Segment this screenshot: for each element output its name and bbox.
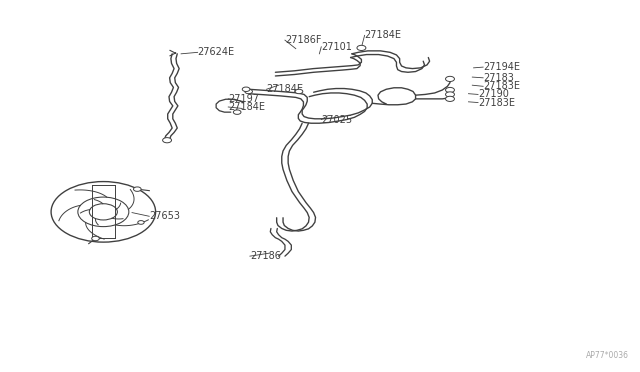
Circle shape [134, 187, 141, 191]
Circle shape [243, 87, 250, 92]
Text: 27184E: 27184E [228, 102, 265, 112]
Circle shape [357, 45, 366, 51]
Circle shape [295, 89, 303, 94]
Text: 27197: 27197 [228, 94, 259, 104]
Circle shape [445, 76, 454, 81]
Circle shape [445, 92, 454, 97]
Text: 27194E: 27194E [483, 62, 520, 72]
Circle shape [445, 96, 454, 102]
Text: 27190: 27190 [478, 89, 509, 99]
Text: 27186: 27186 [250, 251, 281, 261]
Text: 27653: 27653 [149, 211, 180, 221]
Text: 27025: 27025 [321, 115, 353, 125]
Circle shape [163, 138, 172, 143]
Text: 27183E: 27183E [483, 81, 520, 91]
Text: 27183E: 27183E [478, 97, 515, 108]
Text: 27101: 27101 [321, 42, 352, 52]
Text: AP77*0036: AP77*0036 [586, 351, 629, 360]
Circle shape [245, 89, 252, 94]
Circle shape [445, 87, 454, 93]
Circle shape [138, 221, 144, 224]
Text: 27183: 27183 [483, 73, 514, 83]
Text: 27184E: 27184E [266, 84, 303, 94]
Text: 27184E: 27184E [365, 31, 402, 40]
Text: 27186F: 27186F [285, 35, 321, 45]
Circle shape [234, 110, 241, 114]
Circle shape [92, 236, 99, 241]
Text: 27624E: 27624E [198, 47, 235, 57]
